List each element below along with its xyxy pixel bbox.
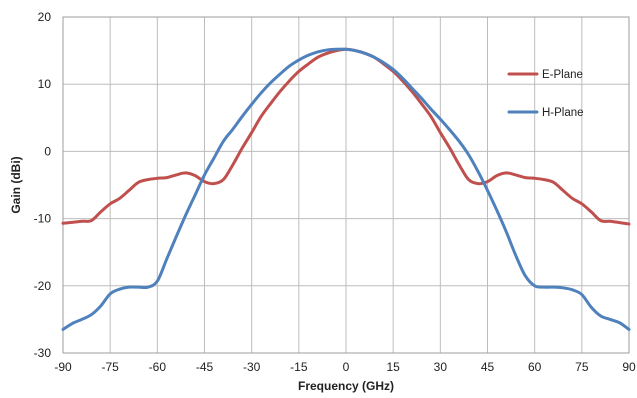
x-tick-label: -90 [54, 360, 72, 374]
legend-label-h-plane: H-Plane [542, 107, 584, 119]
x-tick-label: -75 [101, 360, 119, 374]
x-tick-label: 30 [434, 360, 448, 374]
x-tick-label: 45 [481, 360, 495, 374]
y-tick-label: -20 [34, 279, 52, 293]
plot-area [62, 16, 630, 354]
x-tick-label: 90 [622, 360, 636, 374]
y-axis-ticks: 20 10 0 -10 -20 -30 [34, 10, 52, 360]
x-tick-label: -15 [290, 360, 308, 374]
x-tick-label: -60 [149, 360, 167, 374]
x-tick-label: -30 [243, 360, 261, 374]
x-tick-label: 15 [386, 360, 400, 374]
x-axis-ticks: -90 -75 -60 -45 -30 -15 0 15 30 45 60 75 90 [54, 360, 636, 374]
y-tick-label: 20 [38, 10, 52, 24]
y-tick-label: -10 [34, 212, 52, 226]
series-line-h-plane [61, 47, 631, 331]
x-tick-label: 60 [528, 360, 542, 374]
legend: E-Plane H-Plane [507, 69, 584, 119]
y-tick-label: 10 [38, 77, 52, 91]
y-tick-label: 0 [44, 144, 51, 158]
x-axis-title: Frequency (GHz) [298, 379, 394, 393]
x-tick-label: 0 [343, 360, 350, 374]
x-tick-label: 75 [575, 360, 589, 374]
x-tick-label: -45 [196, 360, 214, 374]
y-tick-label: -30 [34, 346, 52, 360]
y-axis-title: Gain (dBi) [9, 156, 23, 213]
legend-label-e-plane: E-Plane [542, 69, 583, 81]
series-lines [61, 47, 631, 331]
